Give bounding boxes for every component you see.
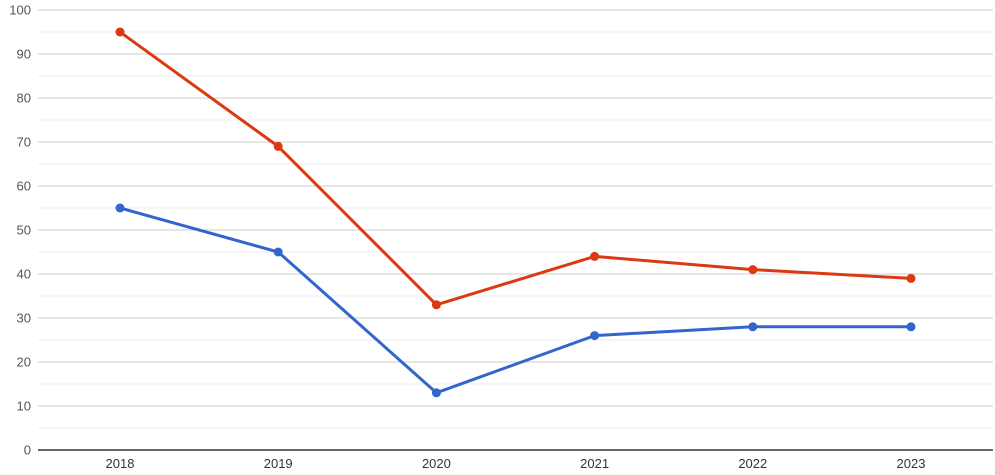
y-tick-label: 30: [17, 311, 31, 326]
red-series-point[interactable]: [590, 251, 600, 261]
blue-series-point[interactable]: [748, 322, 758, 332]
blue-series-point[interactable]: [273, 247, 283, 257]
y-tick-label: 80: [17, 91, 31, 106]
y-tick-label: 70: [17, 135, 31, 150]
red-series-point[interactable]: [906, 273, 916, 283]
blue-series-line: [118, 206, 913, 395]
blue-series-point[interactable]: [906, 322, 916, 332]
x-tick-label: 2023: [897, 456, 926, 471]
red-series-point[interactable]: [273, 141, 283, 151]
x-tick-label: 2018: [106, 456, 135, 471]
red-series-point[interactable]: [748, 265, 758, 275]
blue-series-point[interactable]: [115, 203, 125, 213]
y-tick-label: 0: [24, 443, 31, 458]
y-tick-label: 100: [9, 3, 31, 18]
x-tick-label: 2021: [580, 456, 609, 471]
y-tick-label: 50: [17, 223, 31, 238]
y-tick-label: 10: [17, 399, 31, 414]
y-tick-label: 60: [17, 179, 31, 194]
y-tick-label: 40: [17, 267, 31, 282]
x-tick-label: 2019: [264, 456, 293, 471]
red-series-point[interactable]: [431, 300, 441, 310]
x-tick-label: 2020: [422, 456, 451, 471]
blue-series-point[interactable]: [590, 331, 600, 341]
y-tick-label: 90: [17, 47, 31, 62]
red-series-line: [118, 30, 913, 307]
y-tick-label: 20: [17, 355, 31, 370]
x-tick-label: 2022: [738, 456, 767, 471]
red-series-point[interactable]: [115, 27, 125, 37]
blue-series-point[interactable]: [431, 388, 441, 398]
